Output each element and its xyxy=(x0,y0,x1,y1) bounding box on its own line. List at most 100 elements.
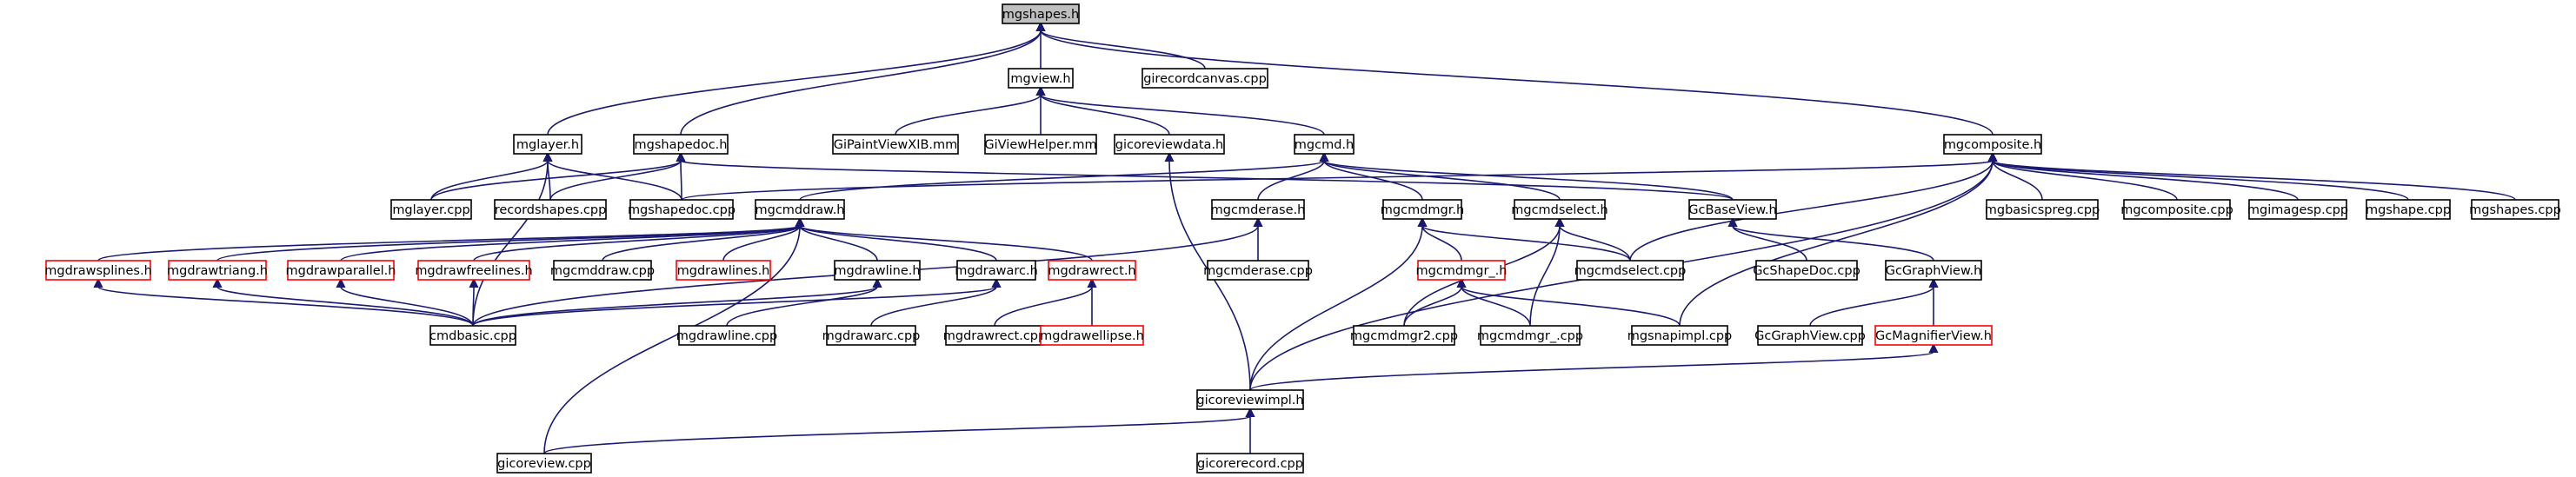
node-GiPaintViewXIB-mm[interactable]: GiPaintViewXIB.mm xyxy=(832,134,959,155)
node-mgcmd-h[interactable]: mgcmd.h xyxy=(1294,134,1355,155)
node-box xyxy=(1008,68,1074,89)
node-box xyxy=(2248,199,2347,220)
edge-mgcmdmgr2_cpp-includes-mgcmdmgr__h xyxy=(1403,277,1467,327)
edge-cmdbasic_cpp-includes-mgdrawline_h xyxy=(472,277,882,327)
node-mgcmdselect-cpp[interactable]: mgcmdselect.cpp xyxy=(1574,260,1687,281)
node-box xyxy=(956,260,1036,281)
node-GcGraphView-cpp[interactable]: GcGraphView.cpp xyxy=(1754,325,1866,346)
node-label: mgdrawline.cpp xyxy=(676,329,777,343)
node-label: mgdrawparallel.h xyxy=(286,264,396,278)
node-GcGraphView-h[interactable]: GcGraphView.h xyxy=(1885,260,1982,281)
node-cmdbasic-cpp[interactable]: cmdbasic.cpp xyxy=(429,325,516,346)
node-mgcmddraw-h[interactable]: mgcmddraw.h xyxy=(755,199,845,220)
node-mgshapes-h[interactable]: mgshapes.h xyxy=(1002,3,1080,24)
node-mgdrawarc-cpp[interactable]: mgdrawarc.cpp xyxy=(822,325,921,346)
node-box xyxy=(1417,260,1506,281)
edge-mgcmdselect_cpp-includes-mgcmdselect_h xyxy=(1554,216,1631,262)
node-box xyxy=(1040,325,1144,346)
edge-mgimagesp_cpp-includes-mgcomposite_h xyxy=(1987,151,2299,201)
node-box xyxy=(1631,325,1728,346)
nodes-layer: mgshapes.h mgview.h girecordcanvas.cpp mgla… xyxy=(44,3,2561,474)
node-mglayer-h[interactable]: mglayer.h xyxy=(513,134,582,155)
edge-mgdrawfreelines_h-includes-mgcmddraw_h xyxy=(473,216,805,262)
node-box xyxy=(2366,199,2451,220)
node-mgdrawfreelines-h[interactable]: mgdrawfreelines.h xyxy=(415,260,533,281)
node-box xyxy=(2123,199,2231,220)
node-mgdrawsplines-h[interactable]: mgdrawsplines.h xyxy=(44,260,152,281)
node-mgcmddraw-cpp[interactable]: mgcmddraw.cpp xyxy=(550,260,655,281)
edge-mgcmddraw_h-includes-mgcmd_h xyxy=(799,151,1329,201)
node-mgcmdmgr2-cpp[interactable]: mgcmdmgr2.cpp xyxy=(1350,325,1458,346)
node-label: mgcmd.h xyxy=(1295,138,1354,152)
edge-mgshapedoc_cpp-includes-mgshapedoc_h xyxy=(676,151,686,201)
node-mgimagesp-cpp[interactable]: mgimagesp.cpp xyxy=(2247,199,2348,220)
node-girecordcanvas-cpp[interactable]: girecordcanvas.cpp xyxy=(1142,68,1268,89)
node-mgdrawrect-cpp[interactable]: mgdrawrect.cpp xyxy=(943,325,1046,346)
node-mgcmdmgr--cpp[interactable]: mgcmdmgr_.cpp xyxy=(1477,325,1583,346)
node-recordshapes-cpp[interactable]: recordshapes.cpp xyxy=(494,199,607,220)
node-mglayer-cpp[interactable]: mglayer.cpp xyxy=(390,199,472,220)
node-mgshapedoc-h[interactable]: mgshapedoc.h xyxy=(633,134,729,155)
edge-gicoreview_cpp-includes-gicoreviewimpl_h xyxy=(543,407,1255,454)
edge-girecordcanvas_cpp-includes-mgshapes_h xyxy=(1035,21,1206,70)
node-label: mgshapes.cpp xyxy=(2469,203,2561,217)
edge-mgdrawline_cpp-includes-mgdrawline_h xyxy=(726,277,882,327)
node-label: mgshapedoc.h xyxy=(635,138,728,152)
node-box xyxy=(755,199,845,220)
node-mgdrawellipse-h[interactable]: mgdrawellipse.h xyxy=(1040,325,1144,346)
node-label: mgdrawellipse.h xyxy=(1040,329,1144,343)
node-mgshapedoc-cpp[interactable]: mgshapedoc.cpp xyxy=(628,199,736,220)
node-mgcmderase-h[interactable]: mgcmderase.h xyxy=(1211,199,1306,220)
node-mgcomposite-cpp[interactable]: mgcomposite.cpp xyxy=(2120,199,2233,220)
edge-mgcmdmgr__h-includes-mgcmdmgr_h xyxy=(1417,216,1462,262)
node-gicoreview-cpp[interactable]: gicoreview.cpp xyxy=(496,453,592,474)
node-label: recordshapes.cpp xyxy=(495,203,607,217)
node-label: mgcmderase.cpp xyxy=(1203,264,1313,278)
node-box xyxy=(1576,260,1684,281)
node-mgsnapimpl-cpp[interactable]: mgsnapimpl.cpp xyxy=(1627,325,1733,346)
node-label: mglayer.cpp xyxy=(392,203,469,217)
node-GcMagnifierView-h[interactable]: GcMagnifierView.h xyxy=(1874,325,1993,346)
node-gicoreviewimpl-h[interactable]: gicoreviewimpl.h xyxy=(1196,389,1304,410)
node-mgdrawline-h[interactable]: mgdrawline.h xyxy=(834,260,921,281)
node-mgbasicspreg-cpp[interactable]: mgbasicspreg.cpp xyxy=(1985,199,2100,220)
node-gicorerecord-cpp[interactable]: gicorerecord.cpp xyxy=(1196,453,1304,474)
node-mgcmdselect-h[interactable]: mgcmdselect.h xyxy=(1511,199,1608,220)
node-mgdrawrect-h[interactable]: mgdrawrect.h xyxy=(1048,260,1136,281)
node-mgdrawline-cpp[interactable]: mgdrawline.cpp xyxy=(676,325,777,346)
node-mgcmdmgr-h[interactable]: mgcmdmgr.h xyxy=(1381,199,1464,220)
node-mgdrawtriang-h[interactable]: mgdrawtriang.h xyxy=(167,260,268,281)
edge-mgcmddraw_cpp-includes-mgcmddraw_h xyxy=(602,216,805,262)
node-label: mgview.h xyxy=(1010,72,1070,86)
node-mgdrawarc-h[interactable]: mgdrawarc.h xyxy=(955,260,1038,281)
edge-gicoreviewimpl_h-includes-GcMagnifierView_h xyxy=(1249,342,1939,391)
node-GiViewHelper-mm[interactable]: GiViewHelper.mm xyxy=(984,134,1097,155)
node-GcShapeDoc-cpp[interactable]: GcShapeDoc.cpp xyxy=(1753,260,1860,281)
node-mgcomposite-h[interactable]: mgcomposite.h xyxy=(1943,134,2042,155)
edge-mgshapedoc_h-includes-mgshapes_h xyxy=(680,21,1046,136)
node-label: mgcmddraw.cpp xyxy=(550,264,655,278)
edge-mgcomposite_cpp-includes-mgcomposite_h xyxy=(1987,151,2178,201)
node-GcBaseView-h[interactable]: GcBaseView.h xyxy=(1688,199,1777,220)
edge-mgcmdmgr__cpp-includes-mgcmdselect_h xyxy=(1529,216,1565,327)
node-gicoreviewdata-h[interactable]: gicoreviewdata.h xyxy=(1114,134,1225,155)
node-label: GcBaseView.h xyxy=(1688,203,1776,217)
node-mgcmdmgr--h[interactable]: mgcmdmgr_.h xyxy=(1416,260,1508,281)
node-label: mgdrawtriang.h xyxy=(167,264,268,278)
node-label: GiViewHelper.mm xyxy=(984,138,1096,152)
edge-mgcmdselect_cpp-includes-mgcomposite_h xyxy=(1629,151,1998,262)
node-label: mgdrawline.h xyxy=(834,264,920,278)
node-mgcmderase-cpp[interactable]: mgcmderase.cpp xyxy=(1203,260,1313,281)
node-label: mgdrawlines.h xyxy=(677,264,770,278)
edge-gicoreviewimpl_h-includes-mgcmdmgr_h xyxy=(1249,216,1428,391)
node-mgview-h[interactable]: mgview.h xyxy=(1008,68,1074,89)
node-mgshapes-cpp[interactable]: mgshapes.cpp xyxy=(2469,199,2561,220)
node-box xyxy=(834,260,921,281)
edge-mgshapes_cpp-includes-mgcomposite_h xyxy=(1987,151,2516,201)
node-mgdrawparallel-h[interactable]: mgdrawparallel.h xyxy=(286,260,396,281)
node-label: mgimagesp.cpp xyxy=(2247,203,2348,217)
node-mgshape-cpp[interactable]: mgshape.cpp xyxy=(2366,199,2451,220)
node-label: mgshapes.h xyxy=(1002,8,1079,22)
node-mgdrawlines-h[interactable]: mgdrawlines.h xyxy=(676,260,771,281)
edge-mgdrawline_h-includes-mgcmddraw_h xyxy=(795,216,878,262)
